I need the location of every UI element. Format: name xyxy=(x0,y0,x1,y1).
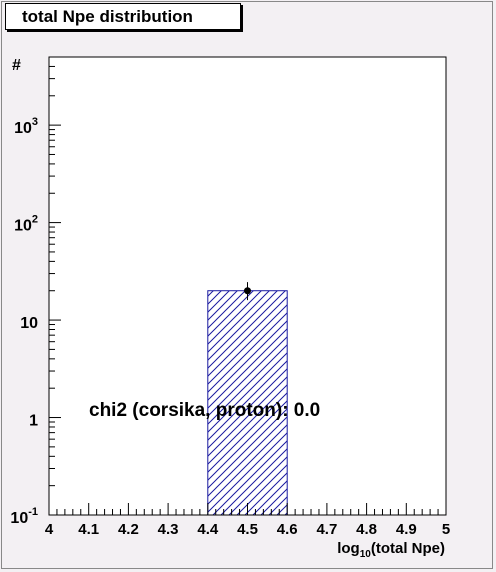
y-axis-label: # xyxy=(12,57,21,74)
x-tick-label: 4.2 xyxy=(118,521,139,538)
x-tick-label: 4.4 xyxy=(197,521,219,538)
x-tick-label: 4.1 xyxy=(78,521,99,538)
y-axis: 10-1 1 10 102 103 xyxy=(10,56,61,527)
data-points xyxy=(244,282,251,301)
y-tick-label: 10 xyxy=(20,315,38,332)
y-tick-label: 10-1 xyxy=(10,506,38,527)
x-tick-label: 4.7 xyxy=(316,521,337,538)
x-tick-label: 4.3 xyxy=(158,521,179,538)
chi2-annotation: chi2 (corsika, proton): 0.0 xyxy=(89,400,320,421)
x-tick-label: 4 xyxy=(45,521,54,538)
histogram-bar xyxy=(207,290,288,516)
x-axis: 4 4.1 4.2 4.3 4.4 4.5 4.6 4.7 4.8 4.9 5 xyxy=(45,503,450,538)
x-tick-label: 5 xyxy=(442,521,450,538)
x-axis-label: log10(total Npe) xyxy=(337,540,445,560)
histogram-bars xyxy=(207,290,288,516)
y-tick-label: 1 xyxy=(29,413,38,430)
y-tick-label: 103 xyxy=(14,116,38,137)
y-tick-label: 102 xyxy=(14,214,38,235)
x-tick-label: 4.8 xyxy=(356,521,377,538)
x-tick-label: 4.5 xyxy=(237,521,258,538)
chart-title: total Npe distribution xyxy=(5,3,241,30)
x-tick-label: 4.6 xyxy=(277,521,298,538)
data-point xyxy=(244,287,251,295)
x-tick-label: 4.9 xyxy=(396,521,417,538)
